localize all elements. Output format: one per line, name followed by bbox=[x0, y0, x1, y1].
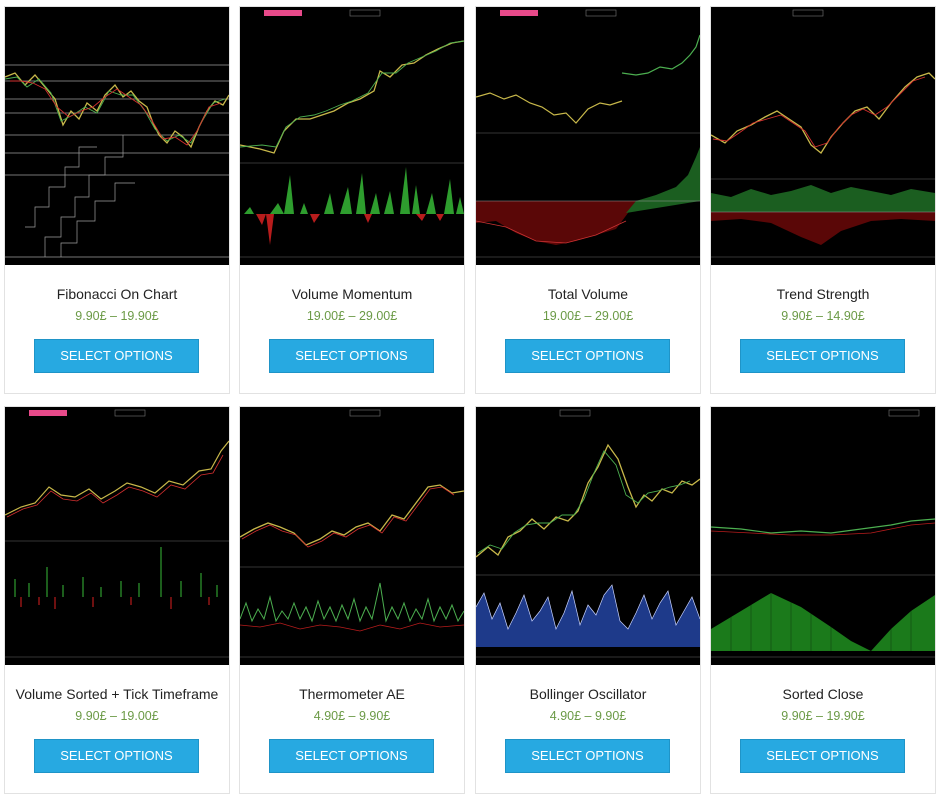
bollinger-chart-image bbox=[476, 407, 700, 665]
product-thumbnail[interactable] bbox=[476, 7, 700, 265]
product-thumbnail[interactable] bbox=[5, 7, 229, 265]
thermometer-chart-image bbox=[240, 407, 464, 665]
product-price: 9.90£ – 14.90£ bbox=[781, 309, 865, 323]
product-thumbnail[interactable] bbox=[711, 7, 935, 265]
volume-sorted-chart-image bbox=[5, 407, 229, 665]
product-title[interactable]: Volume Momentum bbox=[291, 286, 413, 302]
product-thumbnail[interactable] bbox=[240, 7, 464, 265]
product-card-volume-momentum: Volume Momentum 19.00£ – 29.00£ SELECT O… bbox=[239, 6, 465, 394]
volume-momentum-chart-image bbox=[240, 7, 464, 265]
select-options-button[interactable]: SELECT OPTIONS bbox=[269, 739, 434, 773]
product-card-volume-sorted: Volume Sorted + Tick Timeframe 9.90£ – 1… bbox=[4, 406, 230, 794]
product-card-fibonacci: Fibonacci On Chart 9.90£ – 19.90£ SELECT… bbox=[4, 6, 230, 394]
select-options-button[interactable]: SELECT OPTIONS bbox=[740, 739, 905, 773]
product-card-sorted-close: Sorted Close 9.90£ – 19.90£ SELECT OPTIO… bbox=[710, 406, 936, 794]
product-title[interactable]: Trend Strength bbox=[776, 286, 870, 302]
product-price: 4.90£ – 9.90£ bbox=[313, 709, 391, 723]
product-title[interactable]: Total Volume bbox=[547, 286, 629, 302]
product-card-total-volume: Total Volume 19.00£ – 29.00£ SELECT OPTI… bbox=[475, 6, 701, 394]
product-card-thermometer: Thermometer AE 4.90£ – 9.90£ SELECT OPTI… bbox=[239, 406, 465, 794]
product-thumbnail[interactable] bbox=[476, 407, 700, 665]
product-thumbnail[interactable] bbox=[5, 407, 229, 665]
select-options-button[interactable]: SELECT OPTIONS bbox=[269, 339, 434, 373]
product-title[interactable]: Fibonacci On Chart bbox=[56, 286, 178, 302]
product-price: 19.00£ – 29.00£ bbox=[306, 309, 398, 323]
select-options-button[interactable]: SELECT OPTIONS bbox=[505, 339, 670, 373]
product-title[interactable]: Bollinger Oscillator bbox=[529, 686, 647, 702]
product-price: 9.90£ – 19.00£ bbox=[75, 709, 159, 723]
product-thumbnail[interactable] bbox=[711, 407, 935, 665]
product-price: 9.90£ – 19.90£ bbox=[781, 709, 865, 723]
select-options-button[interactable]: SELECT OPTIONS bbox=[34, 339, 199, 373]
trend-strength-chart-image bbox=[711, 7, 935, 265]
product-card-bollinger: Bollinger Oscillator 4.90£ – 9.90£ SELEC… bbox=[475, 406, 701, 794]
product-card-trend-strength: Trend Strength 9.90£ – 14.90£ SELECT OPT… bbox=[710, 6, 936, 394]
product-price: 9.90£ – 19.90£ bbox=[75, 309, 159, 323]
total-volume-chart-image bbox=[476, 7, 700, 265]
product-title[interactable]: Sorted Close bbox=[782, 686, 864, 702]
product-price: 4.90£ – 9.90£ bbox=[549, 709, 627, 723]
select-options-button[interactable]: SELECT OPTIONS bbox=[740, 339, 905, 373]
sorted-close-chart-image bbox=[711, 407, 935, 665]
product-title[interactable]: Thermometer AE bbox=[299, 686, 405, 702]
fibonacci-chart-image bbox=[5, 7, 229, 265]
select-options-button[interactable]: SELECT OPTIONS bbox=[505, 739, 670, 773]
select-options-button[interactable]: SELECT OPTIONS bbox=[34, 739, 199, 773]
product-price: 19.00£ – 29.00£ bbox=[542, 309, 634, 323]
product-title[interactable]: Volume Sorted + Tick Timeframe bbox=[15, 686, 219, 702]
product-thumbnail[interactable] bbox=[240, 407, 464, 665]
